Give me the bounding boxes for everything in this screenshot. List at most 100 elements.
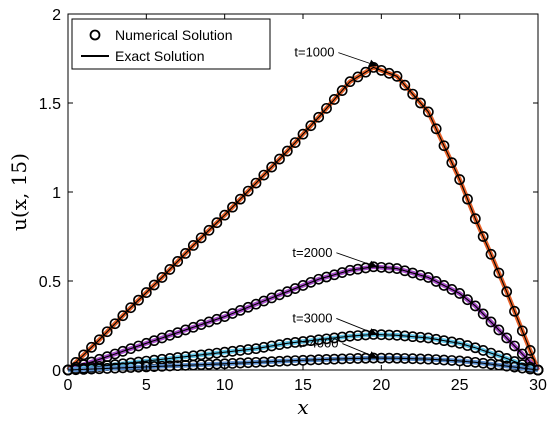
numerical-marker-t-3000 [258, 341, 270, 353]
y-tick-label: 1.5 [39, 96, 61, 113]
legend: Numerical Solution Exact Solution [71, 18, 271, 70]
numerical-marker-t-3000 [321, 333, 332, 345]
numerical-marker-t-4000 [336, 353, 348, 365]
exact-line-t-2000 [67, 266, 539, 371]
numerical-marker-t-1000 [469, 213, 481, 225]
numerical-marker-t-4000 [415, 353, 426, 365]
numerical-marker-t-1000 [187, 239, 199, 251]
numerical-marker-t-1000 [462, 193, 473, 205]
numerical-marker-t-4000 [430, 354, 442, 365]
x-tick-label: 25 [451, 377, 469, 394]
numerical-marker-t-1000 [313, 111, 325, 123]
numerical-marker-t-4000 [289, 355, 301, 367]
numerical-marker-t-4000 [86, 363, 97, 375]
numerical-marker-t-4000 [211, 358, 223, 370]
numerical-marker-t-1000 [344, 76, 356, 88]
numerical-marker-t-3000 [289, 337, 301, 348]
numerical-marker-t-4000 [344, 353, 356, 365]
legend-label-numerical: Numerical Solution [115, 27, 233, 43]
numerical-marker-t-4000 [313, 354, 325, 366]
numerical-marker-t-1000 [250, 177, 262, 189]
y-axis-label: u(x, 15) [7, 153, 31, 231]
numerical-marker-t-2000 [469, 300, 481, 312]
numerical-marker-t-1000 [219, 209, 231, 221]
annotation-label: t=1000 [294, 45, 334, 60]
numerical-marker-t-3000 [352, 330, 364, 341]
plot-area [67, 13, 539, 371]
numerical-marker-t-4000 [140, 361, 152, 373]
numerical-marker-t-3000 [281, 337, 293, 349]
numerical-marker-t-4000 [93, 363, 105, 375]
numerical-marker-t-2000 [485, 316, 497, 328]
numerical-marker-t-3000 [391, 329, 403, 341]
numerical-marker-t-1000 [266, 161, 278, 173]
exact-line-t-3000 [67, 333, 539, 371]
numerical-marker-t-1000 [211, 217, 223, 229]
numerical-marker-t-3000 [313, 334, 325, 346]
numerical-marker-t-3000 [156, 353, 168, 365]
numerical-marker-t-3000 [430, 333, 442, 345]
numerical-marker-t-2000 [391, 263, 403, 274]
numerical-marker-t-1000 [242, 185, 254, 197]
axes-layer: 0 5 10 15 20 25 30 0 0.5 1 1.5 2 [39, 7, 547, 394]
numerical-marker-t-1000 [234, 193, 246, 205]
numerical-marker-t-3000 [383, 329, 395, 341]
numerical-marker-t-2000 [313, 273, 325, 285]
numerical-marker-t-3000 [336, 331, 348, 343]
numerical-marker-t-4000 [399, 353, 411, 364]
numerical-marker-t-1000 [148, 279, 160, 291]
numerical-marker-t-4000 [148, 361, 160, 372]
numerical-marker-t-4000 [180, 359, 191, 371]
numerical-marker-t-3000 [415, 331, 426, 343]
numerical-marker-t-3000 [234, 345, 246, 356]
numerical-marker-t-4000 [328, 353, 340, 365]
annotation-arrow [338, 52, 378, 68]
numerical-marker-t-1000 [321, 102, 332, 114]
numerical-marker-t-1000 [227, 201, 238, 213]
numerical-marker-t-1000 [109, 318, 121, 330]
numerical-marker-t-3000 [407, 331, 419, 343]
numerical-marker-t-1000 [297, 128, 309, 140]
numerical-marker-t-4000 [125, 362, 137, 373]
numerical-marker-t-3000 [164, 353, 176, 364]
numerical-marker-t-4000 [509, 361, 520, 373]
legend-box [71, 18, 271, 70]
numerical-marker-t-3000 [305, 335, 317, 347]
x-tick-label: 5 [142, 377, 151, 394]
numerical-marker-t-4000 [234, 357, 246, 369]
numerical-marker-t-4000 [101, 363, 113, 374]
numerical-marker-t-3000 [344, 330, 356, 342]
annotation-label: t=4000 [298, 336, 338, 351]
numerical-marker-t-1000 [156, 272, 168, 283]
numerical-marker-t-4000 [172, 360, 184, 372]
numerical-marker-t-1000 [516, 325, 528, 337]
numerical-marker-t-3000 [211, 347, 223, 359]
numerical-marker-t-4000 [274, 355, 285, 367]
numerical-marker-t-2000 [399, 265, 411, 277]
numerical-marker-t-4000 [501, 360, 513, 372]
numerical-marker-t-3000 [203, 348, 215, 360]
numerical-marker-t-3000 [297, 336, 309, 347]
numerical-marker-t-2000 [516, 348, 528, 360]
numerical-marker-t-4000 [446, 355, 458, 366]
numerical-marker-t-1000 [274, 153, 285, 165]
numerical-marker-t-4000 [227, 358, 238, 369]
legend-label-exact: Exact Solution [115, 48, 205, 64]
numerical-marker-t-4000 [485, 358, 497, 370]
numerical-marker-t-2000 [407, 267, 419, 279]
numerical-marker-t-4000 [266, 356, 278, 368]
numerical-marker-t-2000 [336, 267, 348, 278]
numerical-marker-t-1000 [203, 224, 215, 236]
numerical-marker-t-2000 [352, 263, 364, 275]
x-tick-label: 0 [64, 377, 73, 394]
numerical-marker-t-2000 [328, 269, 340, 281]
annotations-layer: t=1000 t=2000 t=3000 t=4000 [292, 45, 378, 359]
numerical-marker-t-1000 [289, 137, 301, 149]
numerical-marker-t-1000 [172, 256, 184, 267]
numerical-marker-t-4000 [422, 353, 434, 365]
numerical-marker-t-3000 [266, 340, 278, 352]
numerical-marker-t-1000 [477, 231, 489, 242]
numerical-marker-t-1000 [305, 120, 317, 132]
numerical-marker-t-4000 [258, 356, 270, 368]
